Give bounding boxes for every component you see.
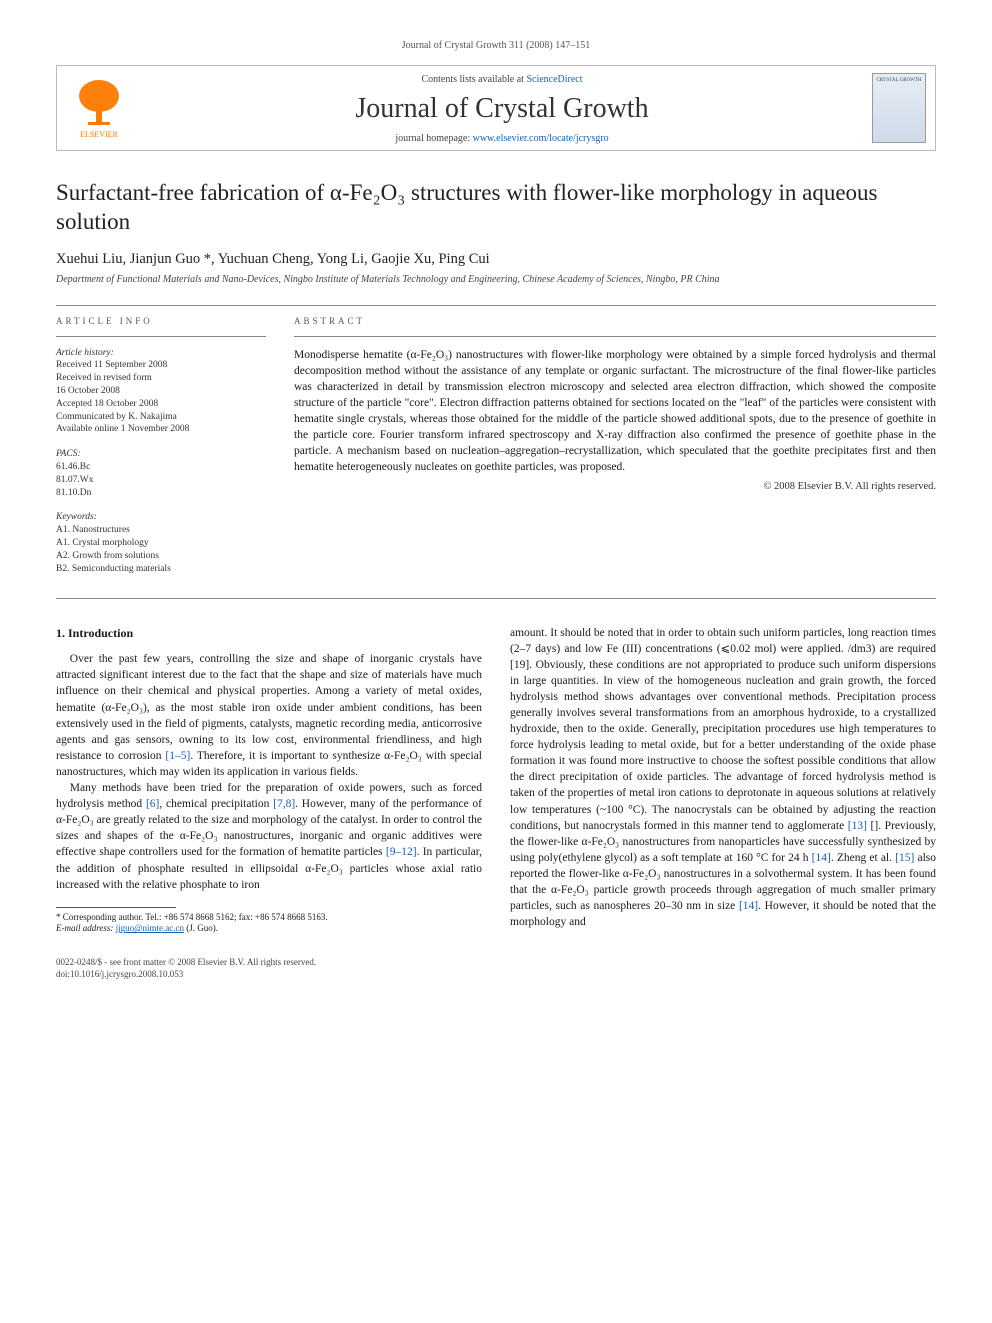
article-history-block: Article history: Received 11 September 2…	[56, 347, 266, 437]
citation-link[interactable]: [7,8]	[273, 798, 295, 810]
divider-top	[56, 305, 936, 306]
corresponding-author-note: * Corresponding author. Tel.: +86 574 86…	[56, 912, 482, 924]
info-divider	[56, 336, 266, 337]
copyright-line: © 2008 Elsevier B.V. All rights reserved…	[294, 481, 936, 492]
cover-thumb-cell: CRYSTAL GROWTH	[863, 66, 935, 150]
footnotes-block: * Corresponding author. Tel.: +86 574 86…	[56, 912, 482, 935]
citation-link[interactable]: [14]	[812, 852, 831, 864]
journal-cover-thumbnail: CRYSTAL GROWTH	[872, 73, 926, 143]
abstract-label: ABSTRACT	[294, 316, 936, 326]
homepage-prefix: journal homepage:	[395, 133, 472, 144]
body-paragraph: Over the past few years, controlling the…	[56, 651, 482, 780]
article-info-column: ARTICLE INFO Article history: Received 1…	[56, 316, 266, 588]
history-line: Communicated by K. Nakajima	[56, 411, 266, 424]
doi-line: doi:10.1016/j.jcrysgro.2008.10.053	[56, 969, 316, 981]
contents-available-line: Contents lists available at ScienceDirec…	[141, 74, 863, 85]
citation-link[interactable]: [13]	[848, 820, 867, 832]
pacs-line: 61.46.Bc	[56, 461, 266, 474]
keyword-line: A1. Nanostructures	[56, 524, 266, 537]
citation-link[interactable]: [15]	[895, 852, 914, 864]
history-line: Received in revised form	[56, 372, 266, 385]
keywords-head: Keywords:	[56, 511, 266, 524]
history-line: Available online 1 November 2008	[56, 423, 266, 436]
elsevier-tree-logo: ELSEVIER	[68, 74, 130, 142]
email-link[interactable]: jjguo@nimte.ac.cn	[116, 923, 184, 933]
citation-link[interactable]: [9–12]	[386, 846, 417, 858]
article-info-label: ARTICLE INFO	[56, 316, 266, 326]
footnote-separator	[56, 907, 176, 908]
pacs-head: PACS:	[56, 448, 266, 461]
history-head: Article history:	[56, 347, 266, 360]
page-footer: 0022-0248/$ - see front matter © 2008 El…	[56, 957, 936, 980]
body-paragraph: Many methods have been tried for the pre…	[56, 780, 482, 893]
body-two-columns: 1. Introduction Over the past few years,…	[56, 625, 936, 936]
abstract-column: ABSTRACT Monodisperse hematite (α-Fe₂O₃)…	[294, 316, 936, 588]
divider-before-body	[56, 598, 936, 599]
journal-name: Journal of Crystal Growth	[141, 93, 863, 125]
running-head: Journal of Crystal Growth 311 (2008) 147…	[56, 40, 936, 51]
email-tail: (J. Guo).	[184, 923, 218, 933]
footer-left: 0022-0248/$ - see front matter © 2008 El…	[56, 957, 316, 980]
article-title: Surfactant-free fabrication of α-Fe₂O₃ s…	[56, 179, 936, 237]
section-heading-introduction: 1. Introduction	[56, 625, 482, 642]
front-matter-line: 0022-0248/$ - see front matter © 2008 El…	[56, 957, 316, 969]
history-line: Received 11 September 2008	[56, 359, 266, 372]
pacs-line: 81.07.Wx	[56, 474, 266, 487]
contents-prefix: Contents lists available at	[421, 74, 526, 85]
email-label: E-mail address:	[56, 923, 116, 933]
email-line: E-mail address: jjguo@nimte.ac.cn (J. Gu…	[56, 923, 482, 935]
history-line: 16 October 2008	[56, 385, 266, 398]
keyword-line: A2. Growth from solutions	[56, 550, 266, 563]
abstract-divider	[294, 336, 936, 337]
citation-link[interactable]: [14]	[739, 900, 758, 912]
citation-link[interactable]: [6]	[146, 798, 159, 810]
history-line: Accepted 18 October 2008	[56, 398, 266, 411]
publisher-logo-cell: ELSEVIER	[57, 66, 141, 150]
affiliation: Department of Functional Materials and N…	[56, 274, 936, 285]
pacs-block: PACS: 61.46.Bc 81.07.Wx 81.10.Dn	[56, 448, 266, 499]
citation-link[interactable]: [1–5]	[165, 750, 190, 762]
keyword-line: A1. Crystal morphology	[56, 537, 266, 550]
keyword-line: B2. Semiconducting materials	[56, 563, 266, 576]
sciencedirect-link[interactable]: ScienceDirect	[526, 74, 582, 85]
author-list: Xuehui Liu, Jianjun Guo *, Yuchuan Cheng…	[56, 251, 936, 268]
body-paragraph: amount. It should be noted that in order…	[510, 625, 936, 931]
pacs-line: 81.10.Dn	[56, 487, 266, 500]
journal-masthead: ELSEVIER Contents lists available at Sci…	[56, 65, 936, 151]
abstract-text: Monodisperse hematite (α-Fe₂O₃) nanostru…	[294, 347, 936, 476]
homepage-line: journal homepage: www.elsevier.com/locat…	[141, 133, 863, 144]
keywords-block: Keywords: A1. Nanostructures A1. Crystal…	[56, 511, 266, 575]
homepage-link[interactable]: www.elsevier.com/locate/jcrysgro	[473, 133, 609, 144]
publisher-name: ELSEVIER	[80, 130, 118, 139]
